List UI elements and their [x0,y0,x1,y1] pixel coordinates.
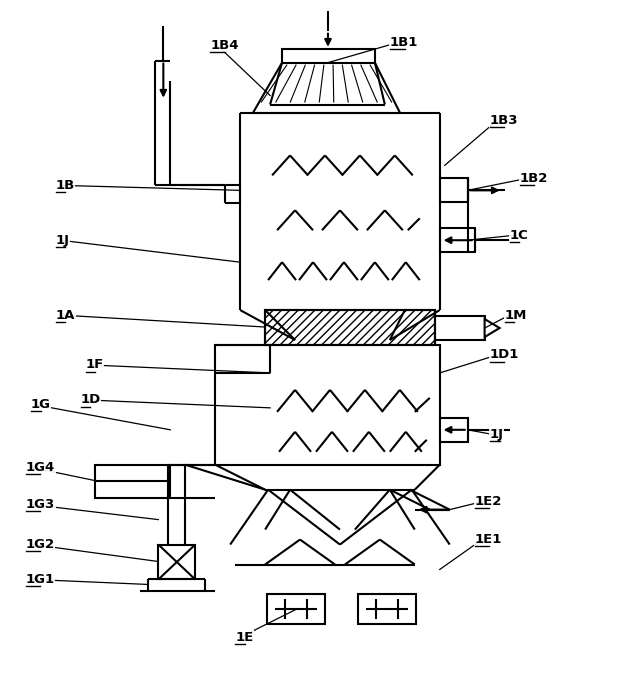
Bar [158,544,195,579]
Bar [282,48,375,63]
Bar [96,464,170,498]
Text: 1G2: 1G2 [26,538,55,551]
Text: 1G3: 1G3 [26,498,55,511]
Bar [358,594,416,624]
Bar [265,310,435,345]
Text: 1E: 1E [235,631,253,644]
Bar [440,418,467,442]
Text: 1E1: 1E1 [474,533,502,546]
Text: 1C: 1C [510,229,529,242]
Text: 1B4: 1B4 [210,39,239,52]
Polygon shape [484,319,500,337]
Text: 1J: 1J [55,234,69,247]
Bar [440,178,467,202]
Text: 1E2: 1E2 [474,495,502,508]
Bar [215,345,440,464]
Text: 1D: 1D [81,393,101,406]
Bar [440,228,474,252]
Bar [435,316,484,340]
Text: 1M: 1M [505,309,527,322]
Text: 1B3: 1B3 [490,114,518,127]
Bar [265,310,435,345]
Text: 1A: 1A [55,309,75,322]
Text: 1D1: 1D1 [490,348,519,361]
Bar [265,310,435,345]
Text: 1G1: 1G1 [26,573,55,586]
Bar [267,594,325,624]
Text: 1G4: 1G4 [26,461,55,474]
Text: 1J: 1J [490,428,503,441]
Text: 1G: 1G [31,398,50,411]
Text: 1B: 1B [55,179,75,192]
Text: 1B1: 1B1 [390,36,418,49]
Text: 1F: 1F [86,359,104,372]
Text: 1B2: 1B2 [520,172,548,185]
